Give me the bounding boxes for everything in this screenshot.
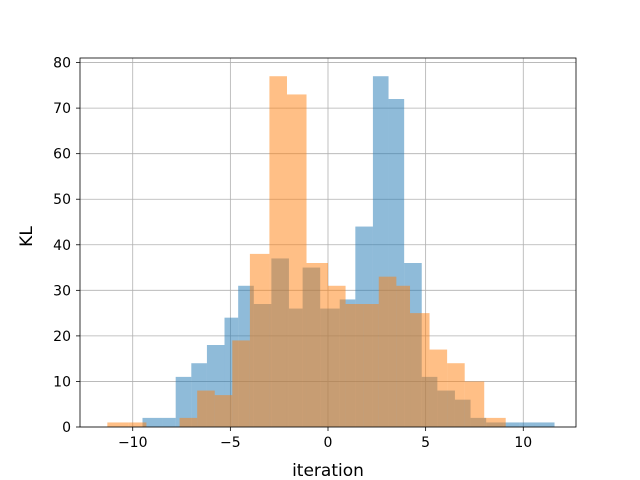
histogram-bar bbox=[447, 363, 465, 427]
y-tick-label: 0 bbox=[62, 420, 71, 436]
y-tick-label: 30 bbox=[53, 283, 71, 299]
y-tick-label: 40 bbox=[53, 238, 71, 254]
histogram-bar bbox=[306, 263, 328, 427]
histogram-bars bbox=[107, 76, 555, 427]
histogram-bar bbox=[378, 276, 397, 427]
histogram-bar bbox=[503, 422, 520, 427]
x-tick-label: 0 bbox=[324, 435, 333, 451]
histogram-bar bbox=[179, 417, 198, 427]
histogram-bar bbox=[429, 349, 448, 427]
histogram-bar bbox=[345, 304, 364, 427]
histogram-bar bbox=[142, 417, 163, 427]
y-tick-label: 70 bbox=[53, 101, 71, 117]
y-tick-label: 60 bbox=[53, 147, 71, 163]
x-tick-label: −5 bbox=[220, 435, 241, 451]
histogram-bar bbox=[128, 422, 147, 427]
x-tick-label: −10 bbox=[118, 435, 148, 451]
histogram-bar bbox=[484, 417, 506, 427]
histogram-bar bbox=[363, 304, 379, 427]
histogram-bar bbox=[464, 381, 485, 427]
histogram-bar bbox=[232, 340, 250, 427]
histogram-bar bbox=[107, 422, 129, 427]
y-tick-label: 10 bbox=[53, 374, 71, 390]
x-tick-label: 5 bbox=[421, 435, 430, 451]
histogram-bar bbox=[249, 253, 270, 427]
histogram-bar bbox=[519, 422, 535, 427]
x-tick-label: 10 bbox=[514, 435, 532, 451]
x-axis-label: iteration bbox=[292, 461, 364, 480]
histogram-bar bbox=[286, 94, 307, 427]
histogram-bar bbox=[175, 376, 192, 427]
histogram-bar bbox=[328, 285, 346, 427]
histogram-bar bbox=[410, 313, 430, 427]
histogram-bar bbox=[162, 417, 176, 427]
y-axis-label: KL bbox=[17, 226, 37, 247]
histogram-bar bbox=[197, 390, 215, 427]
y-tick-label: 20 bbox=[53, 329, 71, 345]
histogram-bar bbox=[269, 76, 287, 427]
histogram-bar bbox=[534, 422, 555, 427]
histogram-bar bbox=[214, 395, 233, 427]
y-tick-label: 50 bbox=[53, 192, 71, 208]
y-tick-label: 80 bbox=[53, 56, 71, 72]
histogram-bar bbox=[396, 285, 411, 427]
axis-ticks: −10 −5 0 5 10 0 10 20 30 40 50 60 70 80 bbox=[53, 56, 532, 451]
